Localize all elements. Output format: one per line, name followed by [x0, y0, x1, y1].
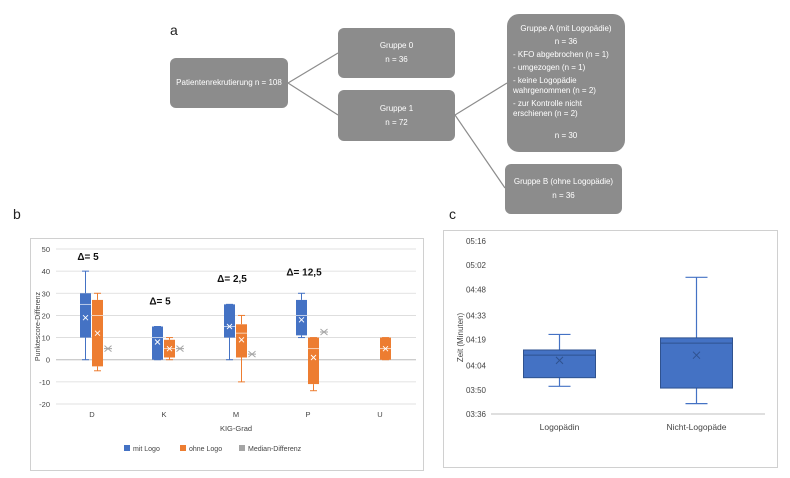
y-tick-label: 03:50	[466, 386, 487, 395]
x-tick-label: Nicht-Logopäde	[666, 422, 726, 432]
box-mit-logo	[152, 326, 163, 360]
y-tick-label: 20	[42, 311, 50, 320]
recruit-box: Patientenrekrutierung n = 108	[170, 58, 288, 108]
box-mit-logo	[224, 304, 235, 338]
legend-swatch	[239, 445, 245, 451]
box-mit-logo	[296, 299, 307, 336]
y-tick-label: 10	[42, 334, 50, 343]
x-tick-label: Logopädin	[540, 422, 580, 432]
gruppe1-box: Gruppe 1 n = 72	[338, 90, 455, 141]
gruppe0-title: Gruppe 0	[379, 41, 414, 50]
mean-marker	[82, 314, 89, 321]
mean-marker	[555, 356, 564, 365]
box	[660, 337, 733, 389]
y-tick-label: 04:33	[466, 311, 487, 320]
connector-g1-ga	[454, 82, 508, 116]
panel-label-b: b	[13, 206, 21, 222]
y-tick-label: 30	[42, 289, 50, 298]
gruppeA-title: Gruppe A (mit Logopädie)	[520, 24, 612, 33]
y-tick-label: 0	[46, 356, 50, 365]
delta-annotation: Δ= 5	[77, 252, 99, 263]
y-tick-label: -10	[39, 378, 50, 387]
y-tick-label: -20	[39, 400, 50, 409]
median-diff-point	[104, 345, 112, 353]
gruppeB-title: Gruppe B (ohne Logopädie)	[513, 177, 614, 186]
y-tick-label: 05:02	[466, 261, 487, 270]
y-tick-label: 05:16	[466, 237, 487, 246]
y-tick-label: 03:36	[466, 410, 487, 419]
x-tick-label: P	[305, 410, 310, 419]
y-tick-label: 04:19	[466, 336, 487, 345]
gruppe1-n: n = 72	[385, 117, 408, 127]
x-tick-label: K	[161, 410, 166, 419]
y-axis-title: Zeit (Minuten)	[456, 312, 465, 362]
legend-entry: Median-Differenz	[248, 446, 302, 453]
median-diff-point	[248, 350, 256, 358]
connector-g1-gb	[454, 114, 506, 189]
recruit-label: Patientenrekrutierung n = 108	[176, 78, 282, 87]
mean-marker	[238, 336, 245, 343]
mean-marker	[166, 345, 173, 352]
delta-annotation: Δ= 2,5	[217, 274, 247, 285]
gruppe1-title: Gruppe 1	[379, 103, 414, 113]
gruppeB-n: n = 36	[552, 191, 575, 200]
y-tick-label: 04:04	[466, 362, 487, 371]
delta-annotation: Δ= 12,5	[286, 268, 322, 279]
x-axis-title: KIG-Grad	[220, 424, 252, 433]
y-tick-label: 50	[42, 245, 50, 254]
gruppeA-item: - keine Logopädie	[513, 76, 577, 85]
connector-recruit-g1	[287, 82, 339, 116]
mean-marker	[94, 330, 101, 336]
legend-entry: ohne Logo	[189, 446, 222, 453]
mean-marker	[226, 323, 233, 330]
delta-annotation: Δ= 5	[149, 296, 171, 307]
panel-label-c: c	[449, 206, 456, 222]
gruppeA-item: - umgezogen (n = 1)	[513, 63, 586, 72]
mean-marker	[310, 354, 317, 361]
gruppeA-item: - KFO abgebrochen (n = 1)	[513, 50, 609, 59]
x-tick-label: U	[377, 410, 382, 419]
gruppe0-n: n = 36	[385, 55, 408, 64]
mean-marker	[154, 339, 161, 345]
y-axis-title: Punktescore-Differenz	[35, 291, 42, 361]
mean-marker	[298, 317, 305, 323]
box-ohne-logo	[308, 337, 319, 385]
gruppeB-box: Gruppe B (ohne Logopädie) n = 36	[505, 164, 622, 214]
y-tick-label: 04:48	[466, 285, 487, 294]
gruppe0-box: Gruppe 0 n = 36	[338, 28, 455, 78]
legend-entry: mit Logo	[133, 446, 160, 453]
legend-swatch	[124, 445, 130, 451]
x-tick-label: D	[89, 410, 95, 419]
median-diff-point	[176, 345, 184, 353]
gruppeA-item: erschienen (n = 2)	[513, 109, 578, 118]
box	[523, 349, 596, 379]
gruppeA-box: Gruppe A (mit Logopädie) n = 36 - KFO ab…	[507, 14, 625, 152]
median-diff-point	[320, 328, 328, 336]
gruppeA-n: n = 36	[554, 37, 578, 46]
mean-marker	[382, 345, 389, 352]
legend-swatch	[180, 445, 186, 451]
box-mit-logo	[80, 293, 91, 338]
connector-recruit-g0	[287, 52, 339, 84]
panel-label-a: a	[170, 22, 178, 38]
box-ohne-logo	[236, 324, 247, 358]
y-tick-label: 40	[42, 267, 50, 276]
x-tick-label: M	[233, 410, 239, 419]
gruppeA-item: wahrgenommen (n = 2)	[513, 86, 596, 95]
gruppeA-final: n = 30	[554, 131, 578, 140]
mean-marker	[692, 351, 701, 360]
gruppeA-item: - zur Kontrolle nicht	[513, 99, 582, 108]
